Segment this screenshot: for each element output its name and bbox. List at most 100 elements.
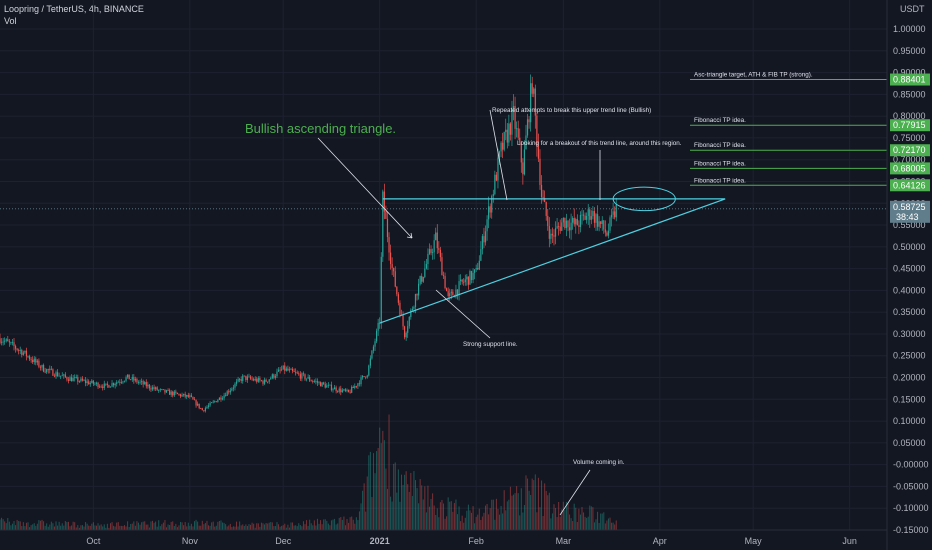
volume-bar xyxy=(455,499,457,530)
candle-body xyxy=(572,218,574,223)
volume-bar xyxy=(108,527,110,530)
candle-body xyxy=(596,214,599,227)
volume-bar xyxy=(485,505,487,530)
candle-body xyxy=(389,252,392,265)
candle-body xyxy=(291,368,294,372)
volume-bar xyxy=(232,526,234,530)
volume-bar xyxy=(598,522,600,530)
candle-body xyxy=(290,368,292,370)
volume-bar xyxy=(257,523,259,530)
volume-bar xyxy=(405,471,407,530)
volume-bar xyxy=(265,522,267,530)
candle-body xyxy=(330,384,333,391)
candle-body xyxy=(388,237,390,253)
candle-body xyxy=(150,388,152,390)
volume-bar xyxy=(0,519,1,530)
volume-bar xyxy=(460,521,462,530)
volume-bar xyxy=(393,463,395,530)
volume-bar xyxy=(153,522,155,530)
level-note: Fibonacci TP idea. xyxy=(694,142,746,149)
candle-body xyxy=(337,391,339,392)
volume-bar xyxy=(145,524,147,530)
price-tick-label: -0.05000 xyxy=(893,481,929,491)
volume-bar xyxy=(310,523,312,530)
volume-bar xyxy=(220,520,222,530)
volume-bar xyxy=(71,525,73,530)
chart-annotation-title: Bullish ascending triangle. xyxy=(245,121,396,136)
volume-bar xyxy=(360,503,362,530)
candle-body xyxy=(530,83,532,123)
candle-body xyxy=(49,368,51,371)
candle-body xyxy=(319,382,322,387)
candle-body xyxy=(0,338,1,343)
candle-body xyxy=(366,375,368,378)
volume-bar xyxy=(4,521,6,530)
candle-body xyxy=(372,346,375,351)
trend-lines xyxy=(0,186,887,324)
volume-bar xyxy=(385,468,387,530)
candle-body xyxy=(288,369,291,371)
candle-body xyxy=(338,388,340,392)
volume-bar xyxy=(136,521,138,530)
volume-bar xyxy=(148,527,150,530)
volume-bar xyxy=(175,523,177,530)
volume-bar xyxy=(525,475,527,530)
volume-bar xyxy=(499,514,501,530)
volume-bar xyxy=(170,521,172,530)
candle-body xyxy=(408,317,410,327)
volume-bar xyxy=(463,522,465,530)
volume-bar xyxy=(105,527,107,530)
volume-bar xyxy=(502,513,504,530)
annotations: Bullish ascending triangle. Repeated atte… xyxy=(245,107,682,516)
volume-bar xyxy=(279,526,281,530)
price-axis[interactable]: USDT1.000000.950000.900000.850000.800000… xyxy=(886,0,932,550)
volume-bar xyxy=(500,505,502,530)
candle-body xyxy=(127,374,129,378)
volume-bar xyxy=(181,522,183,530)
candle-body xyxy=(310,380,312,382)
volume-bar xyxy=(41,519,43,530)
volume-bar xyxy=(130,523,132,530)
volume-bar xyxy=(427,485,429,530)
volume-bar xyxy=(239,521,241,530)
candle-body xyxy=(537,145,540,159)
volume-bar xyxy=(396,492,398,530)
volume-bar xyxy=(583,512,585,530)
candle-body xyxy=(134,379,136,381)
candle-body xyxy=(22,352,24,355)
candle-body xyxy=(586,215,588,220)
candle-body xyxy=(428,249,431,254)
candle-body xyxy=(139,381,141,383)
volume-bar xyxy=(575,507,577,530)
candle-body xyxy=(217,399,219,403)
volume-bar xyxy=(589,505,591,530)
volume-bar xyxy=(97,523,99,530)
candle-body xyxy=(240,379,242,381)
currency-label: USDT xyxy=(900,4,925,14)
candle-body xyxy=(347,389,350,392)
candle-body xyxy=(296,372,298,374)
volume-bar xyxy=(139,524,141,530)
volume-bar xyxy=(281,525,283,530)
candle-body xyxy=(488,206,490,220)
candle-body xyxy=(500,142,502,152)
time-axis[interactable]: Oct Nov Dec 2021 Feb Mar Apr May Jun xyxy=(0,529,887,546)
volume-bar xyxy=(187,522,189,530)
volume-bar xyxy=(186,526,188,530)
volume-bar xyxy=(83,526,85,530)
candle-body xyxy=(357,383,359,387)
volume-bar xyxy=(284,523,286,530)
candle-body xyxy=(424,268,426,277)
candle-body xyxy=(313,381,315,383)
candle-body xyxy=(226,391,228,396)
volume-bar xyxy=(573,503,575,530)
volume-bar xyxy=(44,525,46,530)
volume-bar xyxy=(458,506,460,530)
candle-body xyxy=(50,368,52,370)
candle-body xyxy=(477,267,479,270)
price-tick-label: -0.10000 xyxy=(893,503,929,513)
volume-bar xyxy=(519,515,521,530)
volume-bar xyxy=(528,490,530,530)
candle-body xyxy=(108,385,110,388)
